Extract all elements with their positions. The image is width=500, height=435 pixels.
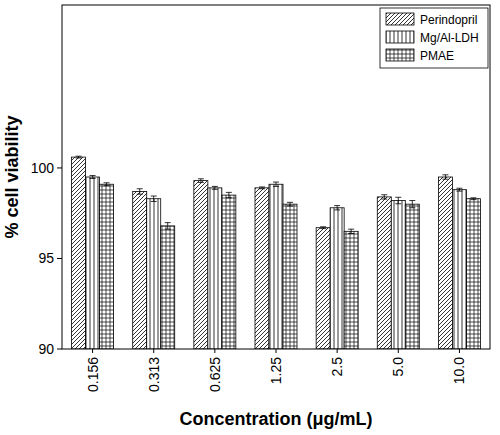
bar: [72, 157, 86, 349]
x-tick-label: 2.5: [329, 357, 345, 377]
x-tick-label: 1.25: [268, 357, 284, 384]
y-tick-label: 95: [38, 250, 54, 266]
error-bar: [334, 206, 340, 210]
bar: [466, 199, 480, 349]
error-bar: [137, 189, 143, 194]
x-tick-label: 0.313: [146, 357, 162, 392]
bar: [316, 228, 330, 349]
bar: [283, 204, 297, 349]
bar: [161, 226, 175, 349]
bar: [194, 181, 208, 349]
bars: [72, 156, 481, 349]
bar: [438, 177, 452, 349]
y-tick-label: 100: [31, 160, 55, 176]
bar: [133, 191, 147, 349]
bar: [86, 177, 100, 349]
error-bar: [442, 175, 448, 179]
legend-swatch: [386, 49, 414, 61]
x-tick: [459, 349, 460, 353]
bar: [405, 204, 419, 349]
bar: [208, 188, 222, 349]
y-tick: [57, 349, 62, 350]
legend-label: Mg/Al-LDH: [420, 31, 479, 45]
error-bar: [320, 227, 326, 229]
x-tick: [153, 349, 154, 353]
x-tick: [398, 349, 399, 353]
x-tick-label: 0.156: [85, 357, 101, 392]
error-bar: [395, 197, 401, 204]
error-bar: [104, 183, 110, 186]
x-tick-label: 0.625: [207, 357, 223, 392]
error-bar: [212, 186, 218, 189]
legend-label: PMAE: [420, 49, 454, 63]
x-tick: [214, 349, 215, 353]
y-tick: [57, 167, 62, 168]
bar: [147, 199, 161, 349]
chart-root: 90 95 100 0.156 0.313 0.625 1.25 2.5 5.0 10.0 Conc…: [0, 0, 500, 435]
bar: [255, 188, 269, 349]
error-bar: [259, 187, 265, 189]
error-bar: [151, 196, 157, 201]
error-bar: [409, 201, 415, 208]
error-bar: [226, 192, 232, 197]
legend-swatch: [386, 13, 414, 25]
error-bar: [348, 229, 354, 233]
error-bar: [198, 179, 204, 183]
x-axis-title: Concentration (μg/mL): [180, 409, 373, 429]
y-axis-title: % cell viability: [2, 115, 22, 238]
x-tick: [92, 349, 93, 353]
error-bar: [381, 195, 387, 199]
error-bar: [470, 198, 476, 200]
error-bar: [76, 156, 82, 158]
x-tick: [276, 349, 277, 353]
legend: Perindopril Mg/Al-LDH PMAE: [380, 8, 488, 68]
bar: [377, 197, 391, 349]
error-bar: [456, 188, 462, 191]
bar: [344, 231, 358, 349]
bar: [222, 195, 236, 349]
error-bar: [273, 182, 279, 186]
legend-box: [380, 8, 488, 68]
legend-label: Perindopril: [420, 13, 477, 27]
chart-svg: 90 95 100 0.156 0.313 0.625 1.25 2.5 5.0 10.0 Conc…: [0, 0, 500, 435]
error-bar: [90, 176, 96, 179]
error-bar: [165, 223, 171, 230]
bar: [269, 184, 283, 349]
x-tick-label: 5.0: [390, 357, 406, 377]
plot-frame: [62, 5, 490, 349]
bar: [100, 184, 114, 349]
error-bar: [287, 202, 293, 206]
bar: [330, 208, 344, 349]
y-tick-label: 90: [38, 341, 54, 357]
bar: [452, 190, 466, 349]
bar: [391, 201, 405, 349]
legend-swatch: [386, 31, 414, 43]
x-tick-label: 10.0: [451, 357, 467, 384]
x-tick: [337, 349, 338, 353]
y-tick: [57, 258, 62, 259]
